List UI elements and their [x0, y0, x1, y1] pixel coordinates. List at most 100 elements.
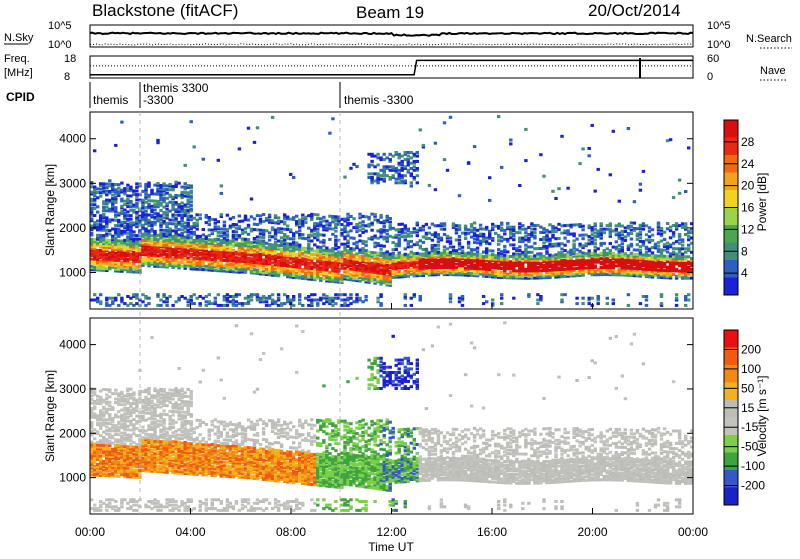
heatmap-cell: [588, 252, 591, 255]
heatmap-cell: [241, 220, 244, 223]
heatmap-cell: [443, 158, 446, 161]
heatmap-cell: [108, 179, 111, 182]
heatmap-cell: [509, 226, 512, 229]
heatmap-cell: [274, 270, 277, 273]
heatmap-cell: [280, 248, 283, 251]
heatmap-cell: [473, 227, 476, 230]
heatmap-cell: [177, 203, 180, 206]
heatmap-cell: [150, 221, 153, 224]
heatmap-cell: [289, 218, 292, 221]
heatmap-cell: [594, 242, 597, 245]
heatmap-cell: [187, 256, 190, 259]
heatmap-cell: [563, 244, 566, 247]
heatmap-cell: [386, 264, 389, 267]
heatmap-cell: [624, 252, 627, 255]
heatmap-cell: [129, 297, 132, 300]
heatmap-cell: [310, 240, 313, 243]
heatmap-cell: [126, 258, 129, 261]
heatmap-cell: [672, 251, 675, 254]
heatmap-cell: [108, 190, 111, 193]
heatmap-cell: [277, 227, 280, 230]
heatmap-cell: [476, 229, 479, 232]
heatmap-cell: [609, 242, 612, 245]
heatmap-cell: [199, 257, 202, 260]
heatmap-cell: [316, 228, 319, 231]
heatmap-cell: [187, 234, 190, 237]
heatmap-cell: [672, 224, 675, 227]
heatmap-cell: [678, 238, 681, 241]
heatmap-cell: [187, 299, 190, 302]
heatmap-cell: [304, 258, 307, 261]
heatmap-cell: [135, 302, 138, 305]
heatmap-cell: [150, 234, 153, 237]
heatmap-cell: [90, 299, 93, 302]
heatmap-cell: [325, 223, 328, 226]
heatmap-cell: [416, 252, 419, 255]
heatmap-cell: [358, 234, 361, 237]
heatmap-cell: [301, 275, 304, 278]
heatmap-cell: [401, 235, 404, 238]
heatmap-cell: [217, 293, 220, 296]
heatmap-cell: [660, 255, 663, 258]
heatmap-cell: [156, 254, 159, 257]
heatmap-cell: [578, 250, 581, 253]
heatmap-cell: [135, 265, 138, 268]
heatmap-cell: [398, 153, 401, 156]
heatmap-cell: [214, 218, 217, 221]
heatmap-cell: [343, 236, 346, 239]
heatmap-cell: [383, 158, 386, 161]
heatmap-cell: [168, 183, 171, 186]
heatmap-cell: [615, 224, 618, 227]
heatmap-cell: [594, 249, 597, 252]
heatmap-cell: [229, 263, 232, 266]
heatmap-cell: [636, 249, 639, 252]
heatmap-cell: [669, 226, 672, 229]
heatmap-cell: [165, 184, 168, 187]
heatmap-cell: [99, 238, 102, 241]
heatmap-cell: [467, 241, 470, 244]
heatmap-cell: [268, 219, 271, 222]
heatmap-cell: [542, 275, 545, 278]
heatmap-cell: [256, 214, 259, 217]
heatmap-cell: [606, 224, 609, 227]
heatmap-cell: [150, 214, 153, 217]
heatmap-cell: [581, 234, 584, 237]
heatmap-cell: [211, 218, 214, 221]
heatmap-cell: [651, 251, 654, 254]
heatmap-cell: [162, 182, 165, 185]
heatmap-cell: [220, 231, 223, 234]
heatmap-cell: [168, 188, 171, 191]
heatmap-cell: [494, 270, 497, 273]
heatmap-cell: [642, 222, 645, 225]
heatmap-cell: [633, 200, 636, 203]
heatmap-cell: [401, 223, 404, 226]
heatmap-cell: [313, 222, 316, 225]
heatmap-cell: [265, 268, 268, 271]
heatmap-cell: [681, 244, 684, 247]
heatmap-cell: [322, 234, 325, 237]
heatmap-cell: [642, 295, 645, 298]
heatmap-cell: [259, 214, 262, 217]
heatmap-cell: [99, 195, 102, 198]
heatmap-cell: [530, 222, 533, 225]
heatmap-cell: [129, 253, 132, 256]
heatmap-cell: [373, 255, 376, 258]
heatmap-cell: [386, 156, 389, 159]
heatmap-cell: [141, 257, 144, 260]
heatmap-cell: [132, 230, 135, 233]
heatmap-cell: [310, 265, 313, 268]
heatmap-cell: [214, 264, 217, 267]
heatmap-cell: [322, 297, 325, 300]
heatmap-cell: [515, 275, 518, 278]
heatmap-cell: [184, 191, 187, 194]
heatmap-cell: [126, 218, 129, 221]
heatmap-cell: [105, 267, 108, 270]
heatmap-cell: [518, 261, 521, 264]
heatmap-cell: [684, 247, 687, 250]
heatmap-cell: [187, 249, 190, 252]
heatmap-cell: [609, 228, 612, 231]
heatmap-cell: [675, 253, 678, 256]
heatmap-cell: [325, 247, 328, 250]
heatmap-cell: [177, 250, 180, 253]
